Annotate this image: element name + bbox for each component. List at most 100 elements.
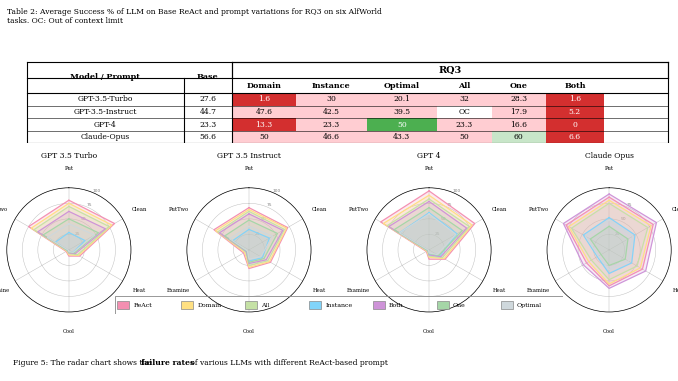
Polygon shape <box>28 200 115 256</box>
Bar <box>232 93 296 106</box>
Polygon shape <box>591 226 628 266</box>
Polygon shape <box>216 210 287 267</box>
Bar <box>437 131 492 144</box>
Text: 6.6: 6.6 <box>569 133 581 141</box>
Polygon shape <box>225 220 277 262</box>
Polygon shape <box>220 214 283 264</box>
Text: GPT-3.5-Instruct: GPT-3.5-Instruct <box>74 108 137 116</box>
Text: 27.6: 27.6 <box>199 95 216 103</box>
Text: Instance: Instance <box>312 82 351 90</box>
Bar <box>296 93 367 106</box>
Text: Optimal: Optimal <box>517 303 542 307</box>
Polygon shape <box>383 195 472 259</box>
Text: 43.3: 43.3 <box>393 133 410 141</box>
Bar <box>296 106 367 118</box>
Polygon shape <box>572 203 648 280</box>
Bar <box>296 118 367 131</box>
Text: 44.7: 44.7 <box>199 108 216 116</box>
Title: GPT 4: GPT 4 <box>417 152 441 160</box>
Text: 23.3: 23.3 <box>456 120 473 128</box>
Text: 39.5: 39.5 <box>393 108 410 116</box>
Polygon shape <box>563 194 656 288</box>
Title: GPT 3.5 Turbo: GPT 3.5 Turbo <box>41 152 97 160</box>
Text: Optimal: Optimal <box>384 82 420 90</box>
Polygon shape <box>214 208 287 269</box>
Polygon shape <box>38 211 106 254</box>
Bar <box>437 93 492 106</box>
Bar <box>182 301 193 309</box>
Text: 50: 50 <box>460 133 469 141</box>
Polygon shape <box>399 214 456 255</box>
Text: Domain: Domain <box>247 82 281 90</box>
Bar <box>437 118 492 131</box>
Text: RQ3: RQ3 <box>438 66 462 75</box>
Polygon shape <box>230 226 273 259</box>
Polygon shape <box>394 208 462 256</box>
Bar <box>367 106 437 118</box>
Bar <box>492 106 546 118</box>
Text: One: One <box>510 82 527 90</box>
Text: Table 2: Average Success % of LLM on Base ReAct and prompt variations for RQ3 on: Table 2: Average Success % of LLM on Bas… <box>7 8 382 25</box>
Text: 50: 50 <box>397 120 407 128</box>
Text: 32: 32 <box>460 95 469 103</box>
Text: 1.6: 1.6 <box>569 95 581 103</box>
Text: Domain: Domain <box>197 303 222 307</box>
Polygon shape <box>47 224 95 252</box>
Title: GPT 3.5 Instruct: GPT 3.5 Instruct <box>217 152 281 160</box>
Polygon shape <box>388 202 466 257</box>
Text: 5.2: 5.2 <box>569 108 581 116</box>
Bar <box>367 118 437 131</box>
Bar <box>492 131 546 144</box>
Text: All: All <box>261 303 270 307</box>
Text: 0: 0 <box>572 120 578 128</box>
Text: 23.3: 23.3 <box>323 120 340 128</box>
Polygon shape <box>586 220 633 270</box>
Polygon shape <box>583 218 635 274</box>
Bar <box>437 301 449 309</box>
Bar <box>245 301 257 309</box>
Text: Model / Prompt: Model / Prompt <box>71 74 140 82</box>
Text: Both: Both <box>389 303 404 307</box>
Bar <box>492 93 546 106</box>
Text: One: One <box>453 303 466 307</box>
Bar <box>367 131 437 144</box>
Polygon shape <box>56 232 85 252</box>
Bar <box>117 301 129 309</box>
Polygon shape <box>218 211 285 266</box>
Text: ReAct: ReAct <box>134 303 153 307</box>
Text: Instance: Instance <box>325 303 353 307</box>
Title: Claude Opus: Claude Opus <box>584 152 634 160</box>
Bar <box>373 301 384 309</box>
Polygon shape <box>31 203 112 256</box>
Text: Both: Both <box>564 82 586 90</box>
Bar <box>296 131 367 144</box>
Bar <box>232 118 296 131</box>
Text: OC: OC <box>458 108 471 116</box>
Polygon shape <box>43 219 98 253</box>
Text: 13.3: 13.3 <box>256 120 273 128</box>
Bar <box>546 118 604 131</box>
Text: Base: Base <box>197 74 219 82</box>
Bar <box>437 106 492 118</box>
Bar <box>367 93 437 106</box>
Text: 42.5: 42.5 <box>323 108 340 116</box>
Text: All: All <box>458 82 471 90</box>
Bar <box>492 118 546 131</box>
Text: 46.6: 46.6 <box>323 133 340 141</box>
Text: Figure 5: The radar chart shows the failure rates: Figure 5: The radar chart shows the fail… <box>14 359 201 367</box>
Polygon shape <box>380 191 475 259</box>
Polygon shape <box>387 199 469 258</box>
Text: 60: 60 <box>514 133 523 141</box>
Polygon shape <box>233 229 269 261</box>
Bar <box>232 106 296 118</box>
Text: 23.3: 23.3 <box>199 120 216 128</box>
Text: 56.6: 56.6 <box>199 133 216 141</box>
Text: 50: 50 <box>259 133 268 141</box>
Bar <box>309 301 321 309</box>
Text: 1.6: 1.6 <box>258 95 270 103</box>
Bar <box>546 93 604 106</box>
Bar <box>232 131 296 144</box>
Text: 47.6: 47.6 <box>256 108 273 116</box>
Text: GPT-4: GPT-4 <box>94 120 117 128</box>
Bar <box>501 301 513 309</box>
